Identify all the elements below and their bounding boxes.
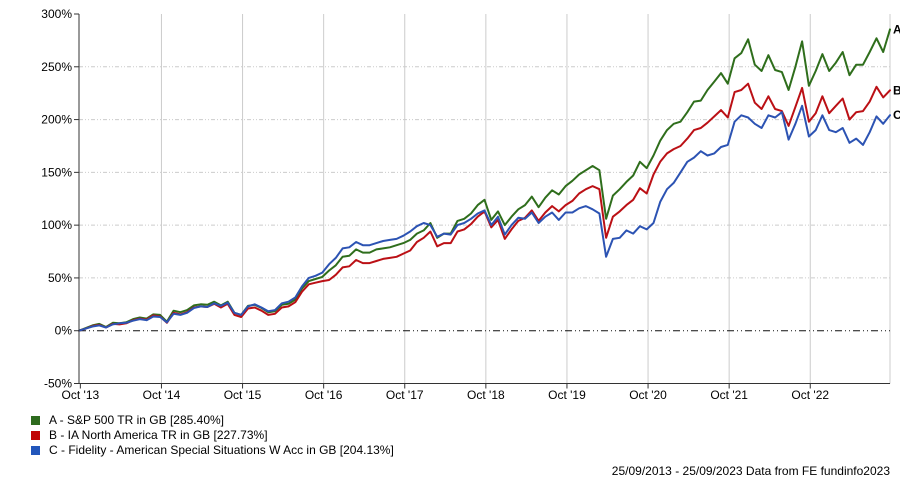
x-tick-label: Oct '17 bbox=[386, 388, 424, 402]
legend-item-a: A - S&P 500 TR in GB [285.40%] bbox=[31, 413, 394, 428]
chart-legend: A - S&P 500 TR in GB [285.40%] B - IA No… bbox=[31, 413, 394, 458]
series-A-end-label: A bbox=[893, 22, 900, 36]
legend-label-a: A - S&P 500 TR in GB [285.40%] bbox=[49, 413, 224, 427]
x-tick-label: Oct '19 bbox=[548, 388, 586, 402]
x-tick-label: Oct '14 bbox=[143, 388, 181, 402]
y-tick-label: 0% bbox=[55, 324, 73, 338]
series-C-end-label: C bbox=[893, 108, 900, 122]
legend-label-b: B - IA North America TR in GB [227.73%] bbox=[49, 428, 268, 442]
series-A-line bbox=[78, 28, 891, 332]
y-tick-label: 250% bbox=[41, 60, 72, 74]
series-C-line bbox=[78, 104, 891, 332]
x-tick-label: Oct '13 bbox=[62, 388, 100, 402]
x-tick-label: Oct '15 bbox=[224, 388, 262, 402]
x-tick-label: Oct '22 bbox=[791, 388, 829, 402]
legend-item-c: C - Fidelity - American Special Situatio… bbox=[31, 443, 394, 458]
y-tick-label: 150% bbox=[41, 165, 72, 179]
series-B-end-label: B bbox=[893, 83, 900, 97]
x-tick-label: Oct '20 bbox=[629, 388, 667, 402]
y-tick-label: 200% bbox=[41, 113, 72, 127]
series-B-line bbox=[78, 82, 891, 332]
legend-item-b: B - IA North America TR in GB [227.73%] bbox=[31, 428, 394, 443]
y-tick-label: 50% bbox=[48, 271, 72, 285]
y-tick-label: 300% bbox=[41, 7, 72, 21]
y-tick-label: 100% bbox=[41, 218, 72, 232]
legend-swatch-a-icon bbox=[31, 416, 40, 425]
x-tick-label: Oct '16 bbox=[305, 388, 343, 402]
legend-label-c: C - Fidelity - American Special Situatio… bbox=[49, 443, 394, 457]
x-tick-label: Oct '21 bbox=[710, 388, 748, 402]
y-tick-label: -50% bbox=[44, 377, 72, 391]
date-range-and-source-note: 25/09/2013 - 25/09/2023 Data from FE fun… bbox=[611, 464, 890, 478]
legend-swatch-b-icon bbox=[31, 431, 40, 440]
x-tick-label: Oct '18 bbox=[467, 388, 505, 402]
legend-swatch-c-icon bbox=[31, 446, 40, 455]
